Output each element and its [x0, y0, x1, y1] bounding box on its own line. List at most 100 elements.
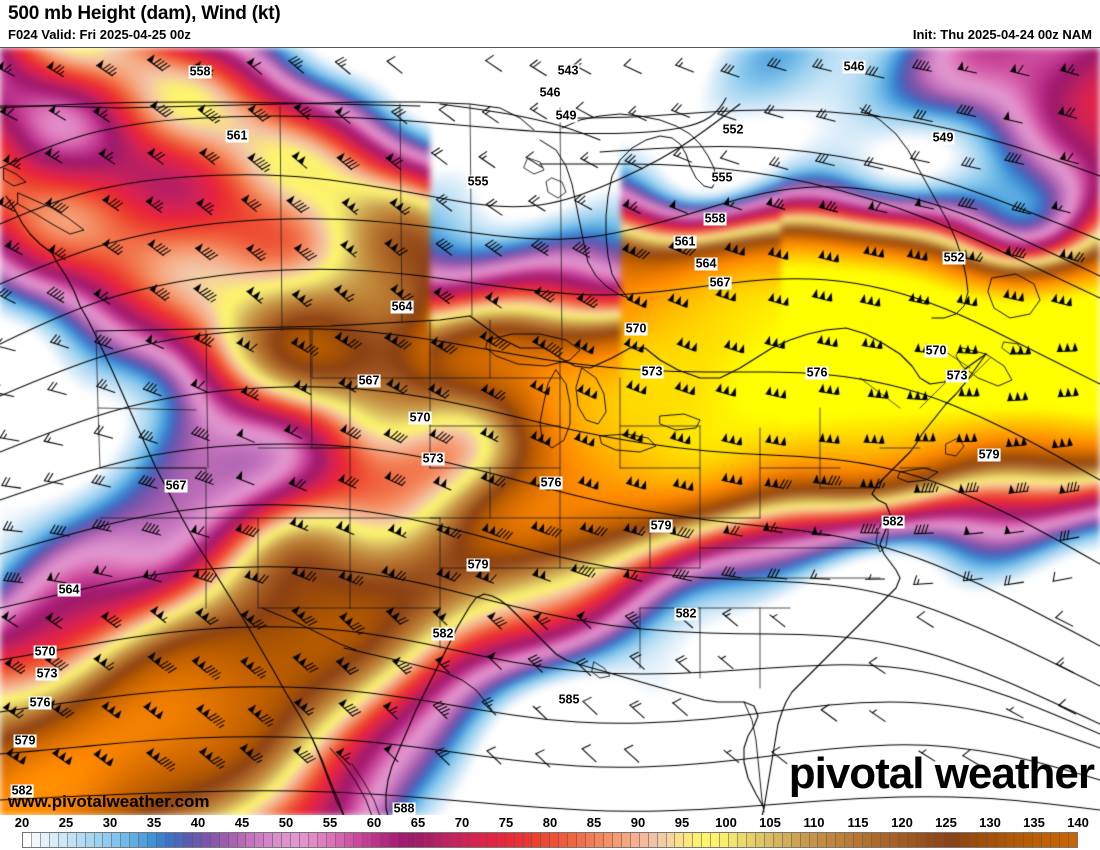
isotach-and-height-canvas[interactable]: [0, 48, 1100, 816]
colorbar-cell: [988, 833, 998, 847]
colorbar-panel: 20 25 30 35 40 45 50 55 60 65 70 75 80 85 90 95 100 105 11…: [0, 815, 1100, 850]
colorbar-cell: [827, 833, 837, 847]
colorbar-cell: [1015, 833, 1024, 847]
colorbar-cell: [568, 833, 578, 847]
colorbar-tick: 135: [1023, 815, 1045, 830]
colorbar-cell: [586, 833, 595, 847]
colorbar-cell: [773, 833, 783, 847]
colorbar-tick: 100: [715, 815, 737, 830]
colorbar-tick: 80: [542, 815, 558, 830]
site-url-label: www.pivotalweather.com: [8, 792, 210, 811]
colorbar-tick: 90: [630, 815, 646, 830]
colorbar-cell: [85, 833, 95, 847]
colorbar-tick: 70: [454, 815, 470, 830]
colorbar-cell: [746, 833, 756, 847]
colorbar-cell: [532, 833, 542, 847]
colorbar-cell: [863, 833, 873, 847]
colorbar-tick: 40: [190, 815, 206, 830]
colorbar-cell: [648, 833, 658, 847]
colorbar-cell: [478, 833, 488, 847]
colorbar-cell: [460, 833, 470, 847]
colorbar-tick: 30: [102, 815, 118, 830]
colorbar-cell: [791, 833, 801, 847]
colorbar-tick: 105: [759, 815, 781, 830]
colorbar-cell: [452, 833, 461, 847]
colorbar-cell: [201, 833, 211, 847]
colorbar-tick: 45: [234, 815, 250, 830]
colorbar-cell: [76, 833, 86, 847]
forecast-map[interactable]: 558 561 543 546 549 552 546 549 555 555 558 561 564 5…: [0, 47, 1100, 816]
colorbar-cell: [255, 833, 265, 847]
colorbar-cell: [738, 833, 747, 847]
colorbar-cell: [934, 833, 944, 847]
colorbar-tick: 140: [1067, 815, 1089, 830]
colorbar-cell: [1050, 833, 1060, 847]
colorbar-cell: [684, 833, 694, 847]
colorbar-tick: 110: [803, 815, 825, 830]
colorbar-cell: [174, 833, 184, 847]
colorbar-cell: [443, 833, 452, 847]
colorbar-cell: [755, 833, 765, 847]
colorbar-cell: [344, 833, 354, 847]
colorbar-cell: [764, 833, 774, 847]
colorbar-cell: [729, 833, 738, 847]
colorbar-cell: [31, 833, 41, 847]
colorbar-cell: [67, 833, 77, 847]
colorbar-cell: [836, 833, 846, 847]
colorbar-cell: [1068, 833, 1077, 847]
page-title: 500 mb Height (dam), Wind (kt): [8, 3, 281, 24]
colorbar-cell: [943, 833, 953, 847]
colorbar-cell: [94, 833, 104, 847]
colorbar-cell: [139, 833, 149, 847]
colorbar-tick: 55: [322, 815, 338, 830]
colorbar-cell: [210, 833, 220, 847]
colorbar-cell: [157, 833, 166, 847]
colorbar-cell: [577, 833, 587, 847]
colorbar-cell: [550, 833, 560, 847]
colorbar-cell: [523, 833, 533, 847]
colorbar-cell: [818, 833, 828, 847]
colorbar-cell: [898, 833, 908, 847]
init-time-label: Init: Thu 2025-04-24 00z NAM: [912, 27, 1092, 42]
colorbar-cell: [1041, 833, 1051, 847]
colorbar-cell: [693, 833, 703, 847]
colorbar-cell: [961, 833, 971, 847]
colorbar-cell: [23, 833, 32, 847]
colorbar-cell: [103, 833, 113, 847]
colorbar-cell: [264, 833, 274, 847]
colorbar-cell: [514, 833, 524, 847]
colorbar-cell: [291, 833, 301, 847]
colorbar-cell: [49, 833, 59, 847]
colorbar-cell: [469, 833, 479, 847]
colorbar-cell: [130, 833, 140, 847]
colorbar-cell: [916, 833, 926, 847]
colorbar-cell: [559, 833, 569, 847]
colorbar-cell: [434, 833, 444, 847]
colorbar-cell: [219, 833, 229, 847]
colorbar-tick: 130: [979, 815, 1001, 830]
colorbar-cell: [273, 833, 283, 847]
colorbar-cell: [40, 833, 50, 847]
colorbar-cell: [925, 833, 935, 847]
colorbar-cell: [380, 833, 390, 847]
colorbar-cell: [889, 833, 899, 847]
colorbar-cell: [1006, 833, 1016, 847]
colorbar-cell: [854, 833, 864, 847]
colorbar-cell: [621, 833, 631, 847]
colorbar-cell: [907, 833, 917, 847]
colorbar-cell: [282, 833, 292, 847]
colorbar-cell: [362, 833, 372, 847]
colorbar-cell: [657, 833, 667, 847]
colorbar-cell: [872, 833, 881, 847]
map-header: 500 mb Height (dam), Wind (kt) F024 Vali…: [0, 0, 1100, 47]
colorbar-tick: 60: [366, 815, 382, 830]
colorbar-cell: [246, 833, 256, 847]
colorbar-cell: [881, 833, 890, 847]
colorbar-cell: [711, 833, 721, 847]
colorbar-cell: [970, 833, 980, 847]
colorbar-cell: [639, 833, 649, 847]
colorbar-cell: [845, 833, 855, 847]
colorbar-cell: [979, 833, 989, 847]
colorbar-cell: [603, 833, 613, 847]
